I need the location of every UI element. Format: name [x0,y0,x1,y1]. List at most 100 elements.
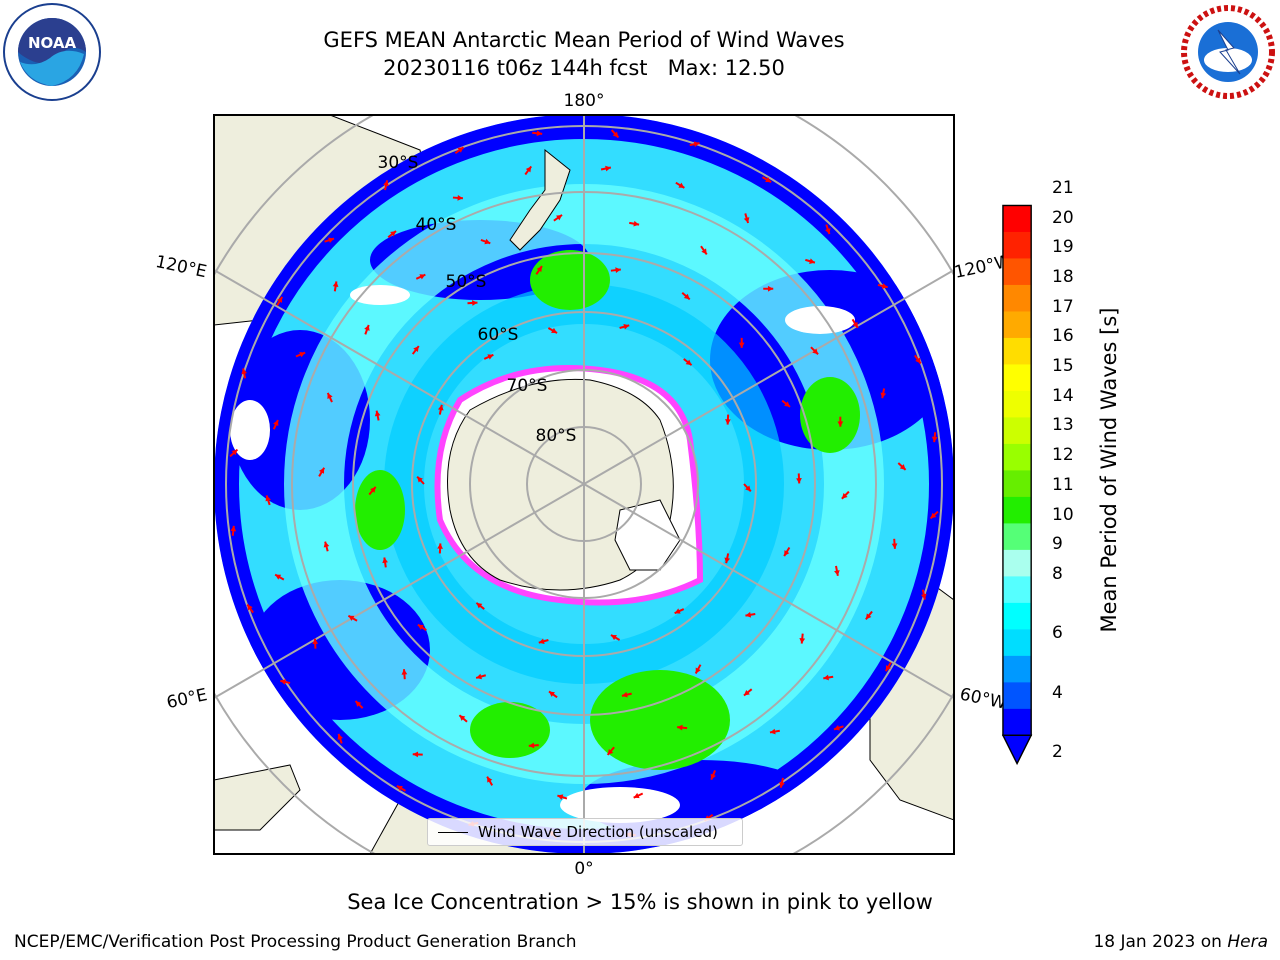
wind-wave-arrowhead [701,248,707,255]
wind-wave-arrowhead [487,776,493,783]
wind-wave-arrowhead [841,492,848,499]
wind-wave-arrowhead [769,728,776,735]
colorbar-tick-label: 11 [1052,474,1074,495]
wind-wave-arrows [229,129,939,839]
wind-wave-arrowhead [809,258,815,264]
wind-wave-arrowhead [364,324,370,331]
wind-wave-arrowhead [390,231,397,237]
wind-wave-arrowhead [528,742,535,749]
colorbar-tick-label: 13 [1052,415,1074,436]
legend-line-swatch [438,832,468,833]
wind-wave-arrowhead [852,321,858,328]
wind-wave-arrowhead [610,634,617,641]
colorbar-tick-label: 9 [1052,534,1063,555]
wind-wave-arrowhead [743,689,750,696]
colorbar-bin [1002,629,1032,657]
colorbar-bin [1002,470,1032,498]
wind-wave-arrowhead [299,352,306,358]
colorbar-bin [1002,576,1032,604]
wind-wave-arrowhead [551,327,558,334]
noaa-logo-text: NOAA [28,34,77,52]
wind-wave-arrowhead [413,346,419,353]
wind-wave-arrowhead [265,495,271,502]
wind-wave-arrowhead [885,665,891,672]
lat-label-30s: 30°S [378,153,419,173]
wind-wave-arrowhead [247,604,253,611]
wind-wave-arrowhead [899,464,906,470]
footer-machine: Hera [1227,932,1268,952]
land-new-zealand [509,148,571,251]
wind-wave-arrowhead [419,274,426,280]
wind-wave-arrowhead [823,674,829,681]
nws-logo-icon [1181,5,1275,99]
chart-title-line2: 20230116 t06z 144h fcst Max: 12.50 [383,56,785,80]
colorbar-bin [1002,364,1032,392]
wave-patch-green-3 [355,470,405,550]
wind-wave-arrowhead [337,733,343,740]
wind-wave-arrowhead [457,147,464,153]
wind-wave-arrowhead [417,476,423,483]
wind-wave-arrowhead [881,283,888,289]
wave-patch-white-3 [350,285,410,305]
wind-wave-arrowhead [837,421,844,427]
wind-wave-arrowhead [621,691,628,698]
wind-wave-arrowhead [536,266,542,273]
wind-wave-arrowhead [799,638,806,644]
wave-patch-green-1 [530,250,610,310]
land-madagascar [214,764,301,831]
colorbar-tick-label: 15 [1052,356,1074,377]
wind-wave-arrowhead [348,615,355,621]
lat-label-80s: 80°S [536,426,577,446]
colorbar-bin [1002,258,1032,286]
chart-title-line1: GEFS MEAN Antarctic Mean Period of Wind … [323,28,845,52]
wave-patch-green-4 [590,670,730,770]
wind-wave-arrowhead [880,392,887,399]
colorbar-tick-label: 20 [1052,207,1074,228]
wind-wave-arrowhead [370,486,376,493]
wind-wave-arrowhead [674,608,681,614]
wind-wave-arrowhead [607,749,614,755]
wind-wave-arrowhead [633,220,640,227]
wind-wave-arrowhead [693,141,700,147]
noaa-logo-icon: NOAA [3,3,101,101]
wind-wave-arrowhead [538,638,545,645]
colorbar-bin [1002,205,1032,233]
colorbar-bin [1002,390,1032,418]
wind-wave-arrowhead [273,420,279,427]
wind-wave-arrowhead [525,166,532,173]
wind-wave-arrowhead [280,679,287,685]
wind-wave-arrowhead [230,525,237,532]
wind-wave-arrowhead [487,354,494,360]
wind-wave-arrowhead [328,237,335,243]
colorbar-bin [1002,655,1032,683]
colorbar-tick-label: 10 [1052,504,1074,525]
lon-label-60e: 60°E [165,685,209,713]
wind-wave-arrowhead [437,543,443,549]
wind-wave-arrowhead [865,613,872,620]
wind-wave-arrowhead [612,131,619,138]
wind-wave-arrowhead [417,624,424,630]
lat-label-50s: 50°S [446,272,487,292]
wind-wave-arrowhead [437,404,444,411]
wind-wave-arrowhead [396,785,403,791]
wind-wave-arrowhead [476,673,482,680]
wind-wave-arrowhead [557,794,564,800]
wind-wave-arrowhead [796,478,802,484]
wind-wave-arrowhead [241,368,247,375]
wind-wave-arrowhead [382,557,388,564]
wind-wave-arrowhead [633,792,640,799]
map-legend: Wind Wave Direction (unscaled) [427,818,743,846]
wind-wave-arrowhead [725,419,731,425]
colorbar-extend-arrow [1002,734,1033,766]
map-subtitle: Sea Ice Concentration > 15% is shown in … [347,890,933,914]
colorbar-tick-label: 18 [1052,267,1074,288]
wind-wave-arrowhead [685,359,692,366]
wind-wave-arrowhead [784,550,790,557]
wind-wave-arrowhead [915,357,921,364]
colorbar-bin [1002,231,1032,259]
wind-wave-arrowhead [332,281,339,288]
wind-wave-arrowhead [683,293,690,300]
wind-wave-arrowhead [412,751,419,758]
wind-wave-arrowhead [556,214,563,221]
